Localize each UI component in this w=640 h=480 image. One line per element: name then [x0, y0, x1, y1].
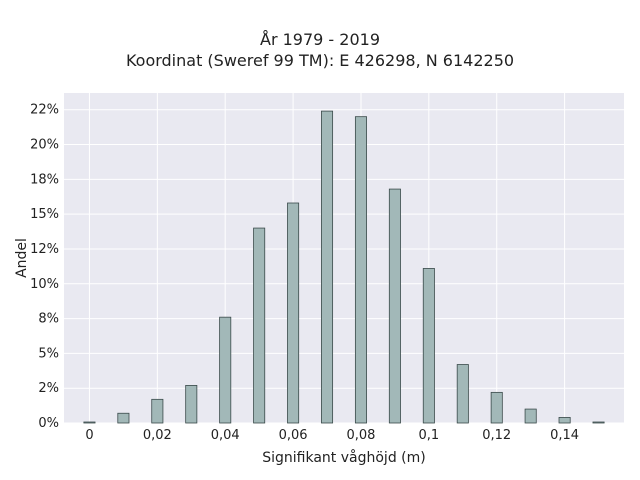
x-axis-label: Signifikant våghöjd (m) — [262, 449, 425, 466]
x-tick-label: 0,02 — [143, 428, 172, 443]
plot-area — [64, 93, 624, 423]
histogram-bar — [524, 408, 537, 424]
histogram-bar — [456, 364, 469, 424]
y-tick-label: 5% — [38, 346, 59, 361]
x-tick-labels: 0 0,02 0,04 0,06 0,08 0,1 0,12 0,14 — [85, 428, 579, 443]
histogram-bar — [83, 421, 96, 424]
x-tick-label: 0,14 — [550, 428, 579, 443]
grid — [64, 93, 624, 424]
histogram-bar — [287, 202, 300, 424]
x-tick-label: 0,06 — [279, 428, 308, 443]
chart-subtitle: Koordinat (Sweref 99 TM): E 426298, N 61… — [125, 51, 515, 70]
x-tick-label: 0,1 — [419, 428, 440, 443]
y-axis-label: Andel — [14, 238, 30, 278]
y-tick-label: 2% — [38, 381, 59, 396]
histogram-bar — [253, 227, 266, 424]
histogram-bar — [422, 268, 435, 424]
x-tick-label: 0,12 — [482, 428, 511, 443]
y-tick-label: 8% — [38, 312, 59, 327]
histogram-bar — [117, 412, 130, 424]
x-tick-label: 0,08 — [346, 428, 375, 443]
y-tick-label: 18% — [30, 172, 59, 187]
y-tick-label: 0% — [38, 416, 59, 431]
y-tick-label: 15% — [30, 207, 59, 222]
histogram-bar — [219, 316, 232, 424]
x-tick-label: 0 — [85, 428, 93, 443]
histogram-bar — [354, 116, 367, 424]
histogram-bar — [490, 391, 503, 424]
histogram-bar — [592, 421, 605, 424]
histogram-bar — [151, 398, 164, 424]
x-tick-label: 0,04 — [211, 428, 240, 443]
y-tick-label: 20% — [30, 138, 59, 153]
histogram-bar — [321, 110, 334, 424]
chart-title: År 1979 - 2019 — [260, 30, 380, 49]
y-tick-label: 12% — [30, 242, 59, 257]
y-tick-label: 10% — [30, 277, 59, 292]
histogram-bar — [388, 188, 401, 424]
bars — [83, 110, 605, 424]
y-tick-label: 22% — [30, 103, 59, 118]
y-tick-labels: 0% 2% 5% 8% 10% 12% 15% 18% 20% 22% — [30, 103, 59, 431]
histogram-bar — [558, 417, 571, 424]
histogram-bar — [185, 385, 198, 424]
